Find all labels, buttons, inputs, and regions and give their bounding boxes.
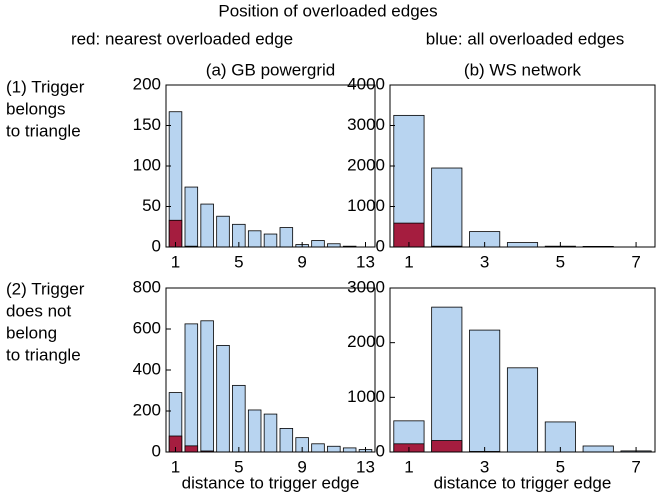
bar [311, 443, 325, 453]
bar [247, 230, 262, 248]
legend-blue: blue: all overloaded edges [426, 29, 624, 48]
bar [232, 384, 246, 453]
bar [200, 320, 214, 453]
legend-red: red: nearest overloaded edge [71, 29, 293, 48]
y-tick-label: 1000 [347, 387, 385, 406]
row-label: (2) Trigger [6, 279, 85, 298]
x-axis-label: distance to trigger edge [182, 473, 360, 492]
y-tick-label: 200 [133, 74, 161, 93]
bar [311, 240, 325, 248]
bar [431, 440, 463, 453]
bar [342, 447, 357, 453]
y-tick-label: 3000 [347, 115, 385, 134]
row-label: belong [6, 323, 57, 342]
bar [263, 413, 278, 453]
y-tick-label: 0 [376, 236, 385, 255]
bar [469, 329, 501, 453]
y-tick-label: 2000 [347, 332, 385, 351]
x-tick-label: 5 [556, 252, 565, 271]
bar [184, 445, 199, 453]
y-tick-label: 200 [133, 400, 161, 419]
y-tick-label: 1000 [347, 196, 385, 215]
x-tick-label: 1 [404, 252, 413, 271]
bar [184, 186, 199, 248]
panel-title: (a) GB powergrid [206, 60, 335, 79]
bar [431, 167, 463, 248]
panel-title: (b) WS network [464, 60, 582, 79]
row-label: to triangle [6, 121, 81, 140]
x-tick-label: 5 [556, 457, 565, 476]
figure-title: Position of overloaded edges [218, 1, 437, 20]
x-tick-label: 7 [631, 252, 640, 271]
x-tick-label: 13 [356, 252, 375, 271]
bar [263, 233, 278, 248]
x-tick-label: 13 [356, 457, 375, 476]
bar [200, 203, 214, 248]
y-tick-label: 4000 [347, 74, 385, 93]
y-tick-label: 50 [142, 196, 161, 215]
bar [431, 306, 463, 453]
bar [327, 445, 341, 453]
bar [544, 421, 576, 453]
bar [216, 215, 230, 248]
x-tick-label: 9 [297, 252, 306, 271]
x-tick-label: 3 [480, 252, 489, 271]
x-tick-label: 3 [480, 457, 489, 476]
x-tick-label: 7 [631, 457, 640, 476]
axes-frame [389, 84, 656, 248]
y-tick-label: 800 [133, 277, 161, 296]
y-tick-label: 100 [133, 155, 161, 174]
bar [184, 323, 199, 453]
row-label: belongs [6, 99, 66, 118]
x-axis-label: distance to trigger edge [434, 473, 612, 492]
axes-frame [389, 287, 656, 453]
x-tick-label: 1 [171, 252, 180, 271]
row-label: to triangle [6, 345, 81, 364]
bar [247, 409, 262, 453]
x-tick-label: 5 [234, 252, 243, 271]
y-tick-label: 150 [133, 115, 161, 134]
y-tick-label: 3000 [347, 277, 385, 296]
y-tick-label: 0 [152, 236, 161, 255]
x-tick-label: 9 [297, 457, 306, 476]
row-label: does not [6, 301, 71, 320]
bar [582, 445, 614, 453]
y-tick-label: 2000 [347, 155, 385, 174]
bar [506, 242, 539, 248]
bar [279, 428, 294, 453]
y-tick-label: 0 [376, 441, 385, 460]
x-tick-label: 5 [234, 457, 243, 476]
y-tick-label: 600 [133, 318, 161, 337]
row-label: (1) Trigger [6, 77, 85, 96]
x-tick-label: 1 [171, 457, 180, 476]
y-tick-label: 400 [133, 359, 161, 378]
y-tick-label: 0 [152, 441, 161, 460]
bar [216, 344, 230, 453]
x-tick-label: 1 [404, 457, 413, 476]
bar [279, 227, 294, 248]
bar [506, 367, 539, 453]
